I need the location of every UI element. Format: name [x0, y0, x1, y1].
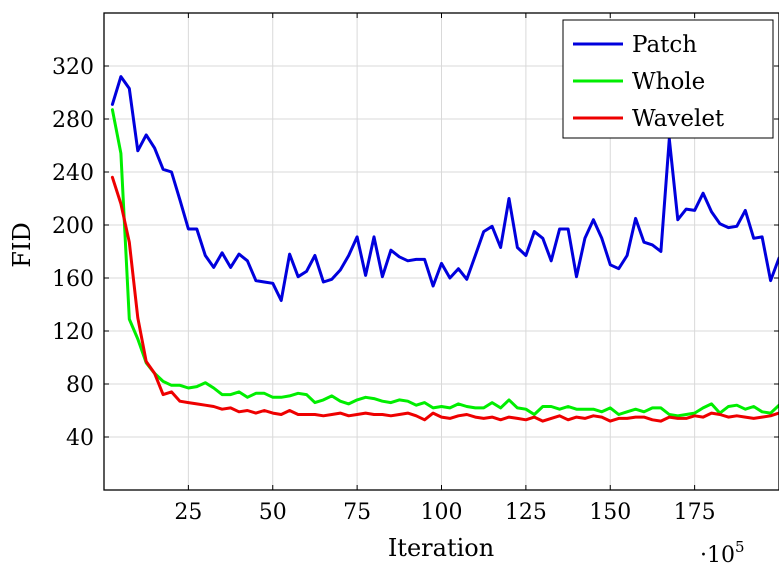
y-tick-labels: 40 80 120 160 200 240 280 320 [52, 55, 94, 451]
y-tick-label: 200 [52, 214, 94, 239]
x-multiplier-base: ·10 [700, 543, 735, 568]
x-tick-label: 125 [505, 500, 547, 525]
x-tick-label: 150 [589, 500, 631, 525]
axis-ticks [104, 13, 779, 490]
y-tick-label: 240 [52, 161, 94, 186]
x-tick-label: 175 [674, 500, 716, 525]
x-tick-label: 25 [174, 500, 202, 525]
y-tick-label: 120 [52, 320, 94, 345]
x-multiplier: ·105 [700, 538, 745, 568]
legend: Patch Whole Wavelet [562, 19, 774, 139]
legend-label-patch: Patch [632, 32, 697, 58]
x-tick-label: 50 [259, 500, 287, 525]
series-line-patch [110, 75, 779, 302]
x-tick-label: 100 [421, 500, 463, 525]
x-multiplier-exponent: 5 [735, 538, 745, 556]
legend-label-whole: Whole [632, 69, 705, 95]
y-tick-label: 320 [52, 55, 94, 80]
x-axis-title: Iteration [388, 534, 494, 562]
y-tick-label: 280 [52, 108, 94, 133]
series-line-whole [110, 108, 779, 418]
y-tick-label: 160 [52, 267, 94, 292]
series-lines [110, 75, 779, 423]
x-tick-labels: 25 50 75 100 125 150 175 [174, 500, 715, 525]
legend-label-wavelet: Wavelet [632, 106, 725, 132]
y-tick-label: 40 [66, 426, 94, 451]
y-tick-label: 80 [66, 373, 94, 398]
series-line-wavelet [110, 175, 779, 423]
x-tick-label: 75 [343, 500, 371, 525]
y-axis-title: FID [8, 222, 36, 267]
